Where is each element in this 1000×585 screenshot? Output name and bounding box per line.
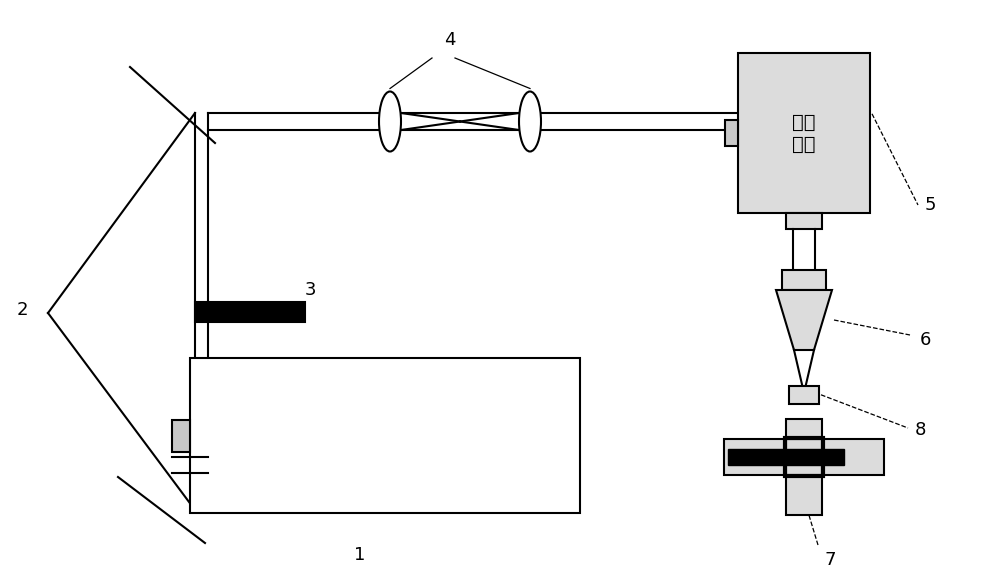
Bar <box>785 438 823 476</box>
Bar <box>786 213 822 229</box>
Bar <box>789 386 819 404</box>
Text: 3: 3 <box>304 281 316 299</box>
Text: 8: 8 <box>914 421 926 439</box>
Text: 2: 2 <box>16 301 28 319</box>
Bar <box>738 53 870 213</box>
Bar <box>724 439 786 475</box>
Bar <box>786 439 822 475</box>
Bar <box>190 358 580 513</box>
Bar <box>786 475 822 515</box>
Text: 7: 7 <box>824 551 836 569</box>
Text: 5: 5 <box>924 196 936 214</box>
Bar <box>725 120 738 146</box>
Ellipse shape <box>519 91 541 152</box>
Text: 1: 1 <box>354 546 366 564</box>
Bar <box>822 439 884 475</box>
Polygon shape <box>776 290 832 350</box>
Text: 激光
振镜: 激光 振镜 <box>792 112 816 153</box>
Bar <box>782 270 826 290</box>
Text: 6: 6 <box>919 331 931 349</box>
Bar <box>195 302 305 322</box>
Bar <box>786 419 822 439</box>
Bar <box>728 449 844 464</box>
Bar <box>172 419 190 452</box>
Ellipse shape <box>379 91 401 152</box>
Text: 4: 4 <box>444 31 456 49</box>
